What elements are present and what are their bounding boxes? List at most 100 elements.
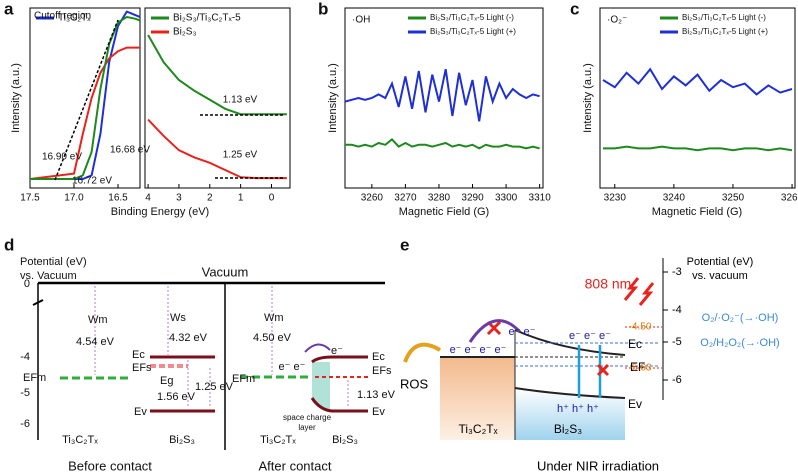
- diagram-d-label: 4.32 eV: [169, 332, 208, 344]
- x-tick-label: 3280: [428, 193, 451, 204]
- diagram-d-label: Ec: [132, 349, 145, 361]
- diagram-d-label: 1.13 eV: [357, 389, 396, 401]
- x-tick-label: 1: [238, 193, 244, 204]
- diagram-e-label: -5: [672, 336, 682, 348]
- diagram-d-label: Ec: [372, 351, 385, 363]
- diagram-d-label: Before contact: [68, 458, 152, 473]
- diagram-e-label: Ec: [628, 337, 642, 351]
- diagram-e-label: -4: [672, 304, 682, 316]
- legend-label: Bi₂S₃/Ti₃C₂Tₓ-5 Light (+): [682, 27, 768, 36]
- x-tick-label: 3230: [604, 193, 627, 204]
- diagram-e-label: -6: [672, 374, 682, 386]
- diagram-e-label: Ev: [628, 397, 642, 411]
- diagram-d-label: 1.56 eV: [157, 391, 196, 403]
- diagram-e-label: e⁻ e⁻ e⁻ e⁻: [450, 344, 507, 356]
- diagram-e-label: -5.63: [629, 363, 652, 374]
- plot-frame: [344, 7, 544, 189]
- diagram-e-label: EF: [630, 360, 645, 374]
- diagram-e-label: 808 nm: [585, 276, 632, 292]
- diagram-d-label: 4.50 eV: [253, 332, 292, 344]
- diagram-e-label: Ti₃C₂Tₓ: [458, 422, 497, 436]
- diagram-e-shapes: [403, 258, 668, 440]
- x-tick-label: 3300: [495, 193, 518, 204]
- diagram-e-label: Bi₂S₃: [554, 422, 582, 436]
- x-tick-label: 0: [269, 193, 275, 204]
- diagram-e-label: O₂/H₂O₂(→·OH): [700, 337, 779, 349]
- diagram-e-label: e⁻ e⁻: [509, 326, 536, 338]
- x-axis-label: Binding Energy (eV): [111, 206, 209, 218]
- diagram-e-label: vs. vacuum: [692, 270, 748, 282]
- diagram-e-label: Under NIR irradiation: [537, 458, 659, 473]
- diagram-d-label: Ev: [372, 406, 385, 418]
- diagram-d-label: 0: [24, 278, 30, 290]
- x-tick-label: 3260: [361, 193, 384, 204]
- panel-label: a: [4, 0, 14, 18]
- y-axis-label: Intensity (a.u.): [582, 63, 594, 133]
- diagram-e-label: ROS: [400, 376, 429, 391]
- diagram-d-label: EFs: [372, 365, 392, 377]
- diagram-d-label: EFs: [132, 362, 152, 374]
- series-line: [344, 68, 540, 122]
- legend-label: Bi₂S₃/Ti₃C₂Tₓ-5 Light (-): [682, 13, 766, 22]
- legend-label: Bi₂S₃: [173, 27, 197, 38]
- series-line: [147, 34, 287, 116]
- x-tick-label: 2: [207, 193, 213, 204]
- diagram-d-label: Vacuum: [202, 264, 249, 279]
- x-tick-label: 3260: [781, 193, 798, 204]
- x-tick-label: 3270: [394, 193, 417, 204]
- x-tick-label: 3: [176, 193, 182, 204]
- annotation: ·O₂⁻: [607, 15, 627, 26]
- diagram-d-label: e⁻: [331, 345, 343, 357]
- x-tick-label: 3310: [529, 193, 552, 204]
- diagram-d-label: -5: [20, 387, 30, 399]
- series-line: [147, 118, 287, 180]
- panel-label: c: [570, 0, 579, 18]
- plot-frame: [144, 7, 291, 189]
- diagram-d-label: Wm: [264, 312, 284, 324]
- diagram-d-label: Bi₂S₃: [169, 434, 195, 446]
- diagram-e-label: e⁻ e⁻ e⁻: [569, 330, 611, 342]
- x-tick-label: 3240: [663, 193, 686, 204]
- x-axis-label: Magnetic Field (G): [652, 206, 742, 218]
- x-tick-label: 3250: [722, 193, 745, 204]
- diagram-d-label: Potential (eV): [20, 256, 87, 268]
- diagram-d-label: layer: [298, 423, 316, 432]
- annotation: 16.90 eV: [42, 152, 82, 163]
- x-tick-label: 16.5: [108, 193, 128, 204]
- diagram-d-label: 1.25 eV: [195, 381, 234, 393]
- panel-label: e: [400, 235, 409, 254]
- diagram-d-label: -6: [20, 418, 30, 430]
- panel-label: b: [318, 0, 328, 18]
- legend-label: Bi₂S₃/Ti₃C₂Tₓ-5: [173, 13, 241, 24]
- diagram-d-label: EFm: [232, 373, 255, 385]
- diagram-d-label: Ev: [134, 406, 147, 418]
- y-axis-label: Intensity (a.u.): [327, 63, 339, 133]
- diagram-e-label: -3: [672, 266, 682, 278]
- legend-label: Ti₃C₂Tₓ: [58, 13, 91, 24]
- series-line: [345, 138, 540, 150]
- x-tick-label: 17.0: [64, 193, 84, 204]
- diagram-d-label: Bi₂S₃: [332, 434, 358, 446]
- x-axis-label: Magnetic Field (G): [399, 206, 489, 218]
- x-tick-label: 3290: [461, 193, 484, 204]
- annotation: 16.72 eV: [72, 176, 112, 187]
- plot-frame: [599, 7, 796, 189]
- series-line: [603, 145, 793, 152]
- plot-frame: [29, 7, 141, 189]
- diagram-d-label: -4: [20, 351, 30, 363]
- series-line: [30, 10, 141, 180]
- legend-label: Bi₂S₃/Ti₃C₂Tₓ-5 Light (-): [430, 13, 514, 22]
- annotation: 16.68 eV: [110, 145, 150, 156]
- diagram-d-label: Wm: [88, 314, 108, 326]
- annotation: ·OH: [352, 15, 370, 26]
- diagram-d-label: vs. Vacuum: [20, 270, 77, 282]
- annotation: 1.25 eV: [223, 150, 258, 161]
- diagram-d-label: 4.54 eV: [76, 336, 115, 348]
- diagram-e-label: -4.50: [629, 322, 652, 333]
- diagram-d-label: Ti₃C₂Tₓ: [62, 434, 98, 446]
- series-line: [602, 67, 793, 96]
- y-axis-label: Intensity (a.u.): [10, 63, 22, 133]
- diagram-e-label: h⁺ h⁺ h⁺: [557, 403, 599, 415]
- diagram-d-shapes: [32, 281, 385, 450]
